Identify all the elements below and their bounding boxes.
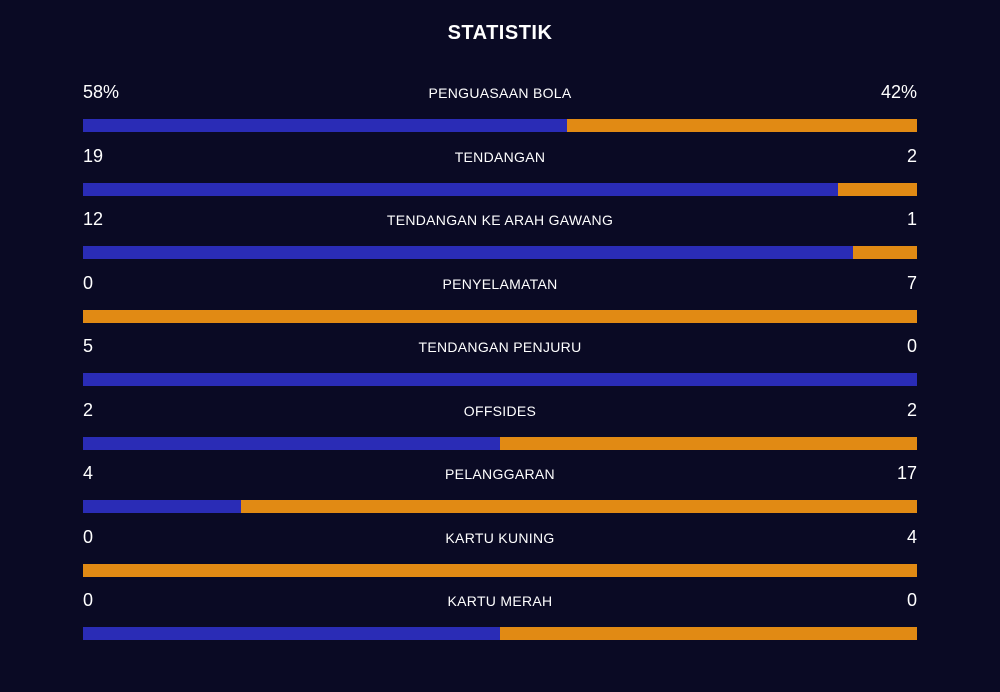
stat-row-shots-on-target: 12 TENDANGAN KE ARAH GAWANG 1 [83, 205, 917, 269]
away-bar-segment [500, 436, 917, 450]
home-value: 0 [83, 526, 94, 547]
stat-label: KARTU MERAH [447, 593, 553, 609]
home-bar-segment [83, 373, 917, 386]
away-value: 7 [906, 272, 917, 293]
home-bar-segment [83, 627, 500, 640]
home-value: 0 [83, 590, 94, 610]
away-bar-segment [241, 500, 917, 513]
stat-label: PENGUASAAN BOLA [428, 85, 572, 101]
stat-row-yellow-cards: 0 KARTU KUNING 4 [83, 523, 917, 587]
stat-row-possession: 58% PENGUASAAN BOLA 42% [83, 78, 917, 142]
home-value: 19 [83, 145, 104, 166]
comparison-bar [83, 500, 917, 513]
stat-row-saves: 0 PENYELAMATAN 7 [83, 269, 917, 333]
comparison-bar [83, 182, 917, 196]
stat-label: TENDANGAN PENJURU [418, 339, 582, 355]
away-bar-segment [83, 563, 917, 577]
comparison-bar [83, 627, 917, 640]
stat-label: OFFSIDES [463, 402, 537, 419]
away-bar-segment [500, 627, 917, 640]
away-value: 0 [906, 336, 917, 356]
stat-row-shots: 19 TENDANGAN 2 [83, 142, 917, 206]
home-value: 4 [83, 463, 94, 483]
home-bar-segment [83, 246, 853, 259]
stats-list: 58% PENGUASAAN BOLA 42% 19 TENDANGAN 2 1… [83, 78, 917, 650]
home-value: 12 [83, 209, 104, 229]
stat-row-fouls: 4 PELANGGARAN 17 [83, 459, 917, 523]
away-bar-segment [837, 182, 917, 196]
comparison-bar [83, 436, 917, 450]
away-value: 17 [896, 463, 917, 483]
comparison-bar [83, 119, 917, 132]
stat-label: PELANGGARAN [445, 466, 555, 482]
away-value: 42% [880, 82, 917, 102]
away-bar-segment [852, 246, 917, 259]
stat-label: KARTU KUNING [445, 529, 555, 546]
comparison-bar [83, 563, 917, 577]
stat-row-offsides: 2 OFFSIDES 2 [83, 396, 917, 460]
comparison-bar [83, 246, 917, 259]
away-value: 2 [906, 399, 917, 420]
stat-label: TENDANGAN [454, 148, 546, 165]
home-bar-segment [83, 500, 242, 513]
stat-row-red-cards: 0 KARTU MERAH 0 [83, 586, 917, 650]
comparison-bar [83, 373, 917, 386]
away-value: 4 [906, 526, 917, 547]
home-value: 58% [83, 82, 120, 102]
home-bar-segment [83, 436, 500, 450]
home-value: 2 [83, 399, 94, 420]
away-value: 2 [906, 145, 917, 166]
home-bar-segment [83, 119, 567, 132]
stat-label: TENDANGAN KE ARAH GAWANG [386, 212, 614, 228]
page-title: STATISTIK [447, 22, 553, 44]
away-value: 0 [906, 590, 917, 610]
away-value: 1 [906, 209, 917, 229]
comparison-bar [83, 309, 917, 323]
home-bar-segment [83, 182, 838, 196]
home-value: 5 [83, 336, 94, 356]
away-bar-segment [83, 309, 917, 323]
stat-row-corners: 5 TENDANGAN PENJURU 0 [83, 332, 917, 396]
home-value: 0 [83, 272, 94, 293]
stat-label: PENYELAMATAN [442, 275, 558, 292]
away-bar-segment [566, 119, 917, 132]
